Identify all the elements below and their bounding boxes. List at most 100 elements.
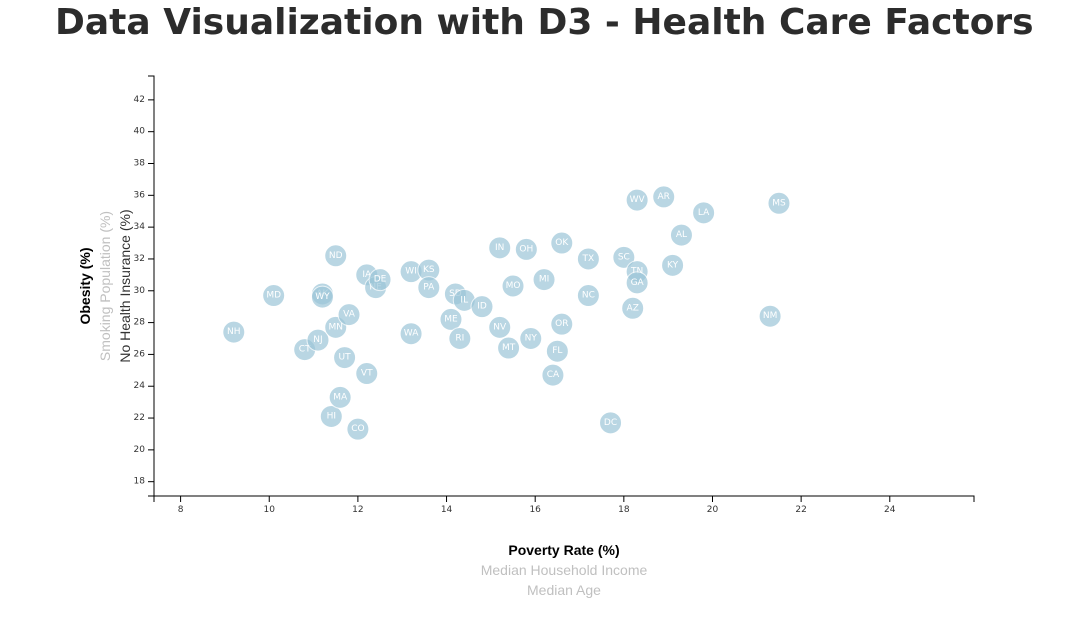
state-point-ky[interactable]: KY (661, 253, 685, 277)
state-point-wa[interactable]: WA (399, 322, 423, 346)
state-point-tx[interactable]: TX (576, 247, 600, 271)
state-circle[interactable] (439, 307, 463, 331)
state-circle[interactable] (545, 339, 569, 363)
state-circle[interactable] (324, 244, 348, 268)
y-axis-option-2[interactable]: Smoking Population (%) (97, 211, 113, 361)
state-point-hi[interactable]: HI (319, 404, 343, 428)
state-circle[interactable] (333, 346, 357, 370)
state-circle[interactable] (368, 268, 392, 292)
state-point-nc[interactable]: NC (576, 284, 600, 308)
state-circle[interactable] (497, 336, 521, 360)
state-abbr-label: WI (405, 267, 417, 277)
state-point-co[interactable]: CO (346, 417, 370, 441)
x-tick: 18 (618, 496, 630, 515)
x-tick-label: 10 (264, 505, 276, 515)
state-circle[interactable] (501, 274, 525, 298)
state-abbr-label: GA (631, 278, 645, 288)
y-tick-label: 22 (134, 413, 145, 423)
state-point-fl[interactable]: FL (545, 339, 569, 363)
state-point-ar[interactable]: AR (652, 185, 676, 209)
state-point-id[interactable]: ID (470, 295, 494, 319)
state-circle[interactable] (612, 245, 636, 269)
state-point-ca[interactable]: CA (541, 363, 565, 387)
state-circle[interactable] (692, 201, 716, 225)
state-point-az[interactable]: AZ (621, 296, 645, 320)
state-circle[interactable] (550, 312, 574, 336)
state-point-wv[interactable]: WV (625, 188, 649, 212)
state-circle[interactable] (417, 276, 441, 300)
state-circle[interactable] (355, 362, 379, 385)
state-circle[interactable] (576, 247, 600, 271)
state-point-ga[interactable]: GA (625, 271, 649, 295)
state-abbr-label: NM (763, 311, 778, 321)
state-point-wy[interactable]: WY (310, 285, 334, 309)
state-point-ut[interactable]: UT (333, 346, 357, 370)
state-circle[interactable] (625, 188, 649, 212)
state-abbr-label: KY (667, 260, 679, 270)
state-point-or[interactable]: OR (550, 312, 574, 336)
x-axis-option-1[interactable]: Median Household Income (481, 562, 648, 578)
state-point-nj[interactable]: NJ (306, 328, 330, 352)
state-circle[interactable] (448, 327, 472, 350)
x-axis-line (153, 495, 975, 502)
state-circle[interactable] (621, 296, 645, 320)
state-circle[interactable] (532, 268, 556, 292)
state-circle[interactable] (625, 271, 649, 295)
state-circle[interactable] (470, 295, 494, 319)
state-point-md[interactable]: MD (262, 284, 286, 308)
state-circle[interactable] (319, 404, 343, 428)
state-point-la[interactable]: LA (692, 201, 716, 225)
state-point-mi[interactable]: MI (532, 268, 556, 292)
state-point-nm[interactable]: NM (758, 304, 782, 328)
state-point-mt[interactable]: MT (497, 336, 521, 360)
state-circle[interactable] (488, 315, 512, 339)
state-point-al[interactable]: AL (669, 223, 693, 247)
state-abbr-label: VT (361, 369, 373, 379)
state-point-de[interactable]: DE (368, 268, 392, 292)
state-point-dc[interactable]: DC (599, 411, 623, 435)
state-circle[interactable] (519, 327, 543, 350)
y-axis-option-1[interactable]: No Health Insurance (%) (117, 209, 133, 362)
state-circle[interactable] (514, 237, 538, 261)
state-circle[interactable] (767, 191, 791, 215)
state-circle[interactable] (488, 236, 512, 260)
state-circle[interactable] (346, 417, 370, 441)
state-circle[interactable] (328, 385, 352, 409)
state-circle[interactable] (576, 284, 600, 308)
state-circle[interactable] (310, 285, 334, 309)
state-point-me[interactable]: ME (439, 307, 463, 331)
state-point-nd[interactable]: ND (324, 244, 348, 268)
state-circle[interactable] (306, 328, 330, 352)
state-point-nv[interactable]: NV (488, 315, 512, 339)
state-circle[interactable] (661, 253, 685, 277)
state-circle[interactable] (599, 411, 623, 435)
state-point-ma[interactable]: MA (328, 385, 352, 409)
state-point-ny[interactable]: NY (519, 327, 543, 350)
x-axis-option-0[interactable]: Poverty Rate (%) (508, 542, 619, 558)
state-point-ms[interactable]: MS (767, 191, 791, 215)
state-abbr-label: NY (525, 334, 538, 344)
state-point-pa[interactable]: PA (417, 276, 441, 300)
state-point-in[interactable]: IN (488, 236, 512, 260)
state-abbr-label: PA (423, 283, 435, 293)
state-circle[interactable] (337, 303, 361, 327)
state-circle[interactable] (399, 322, 423, 346)
state-point-ri[interactable]: RI (448, 327, 472, 350)
state-circle[interactable] (541, 363, 565, 387)
x-axis-option-2[interactable]: Median Age (527, 582, 601, 598)
state-circle[interactable] (550, 231, 574, 255)
y-axis-option-0[interactable]: Obesity (%) (77, 247, 93, 324)
state-circle[interactable] (652, 185, 676, 209)
state-circle[interactable] (262, 284, 286, 308)
y-tick-label: 30 (134, 286, 146, 296)
state-point-va[interactable]: VA (337, 303, 361, 327)
state-circle[interactable] (222, 320, 246, 344)
state-point-mo[interactable]: MO (501, 274, 525, 298)
state-point-oh[interactable]: OH (514, 237, 538, 261)
state-point-nh[interactable]: NH (222, 320, 246, 344)
state-circle[interactable] (758, 304, 782, 328)
state-point-sc[interactable]: SC (612, 245, 636, 269)
state-point-ok[interactable]: OK (550, 231, 574, 255)
state-circle[interactable] (669, 223, 693, 247)
state-point-vt[interactable]: VT (355, 362, 379, 385)
